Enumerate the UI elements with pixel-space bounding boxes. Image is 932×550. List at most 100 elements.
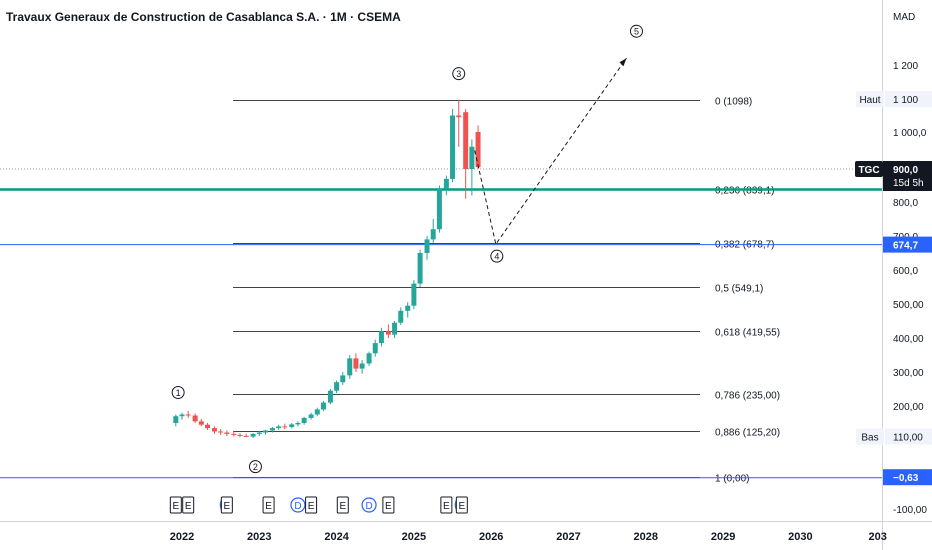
candle-body xyxy=(424,239,430,253)
time-axis-label: 2023 xyxy=(247,531,271,543)
earnings-box-icon xyxy=(455,496,468,514)
candle-body xyxy=(173,416,179,423)
candle-body xyxy=(231,433,237,435)
time-axis-label: 2024 xyxy=(324,531,349,543)
candle-body xyxy=(179,414,185,417)
candle-body xyxy=(314,409,320,415)
marker-letter: E xyxy=(265,501,272,512)
candle-body xyxy=(359,363,365,369)
symbol-tag: TGC xyxy=(858,165,879,176)
marker-letter: E xyxy=(308,501,315,512)
candle-body xyxy=(250,433,256,437)
candle xyxy=(392,321,398,338)
time-axis-label: 2027 xyxy=(556,531,580,543)
fib-level-label: 0 (1098) xyxy=(715,97,752,108)
candle-body xyxy=(269,428,275,431)
candlestick-series xyxy=(173,99,481,438)
candle xyxy=(289,423,295,429)
dividend-marker: D xyxy=(361,497,377,513)
wave-circle-icon xyxy=(171,386,185,399)
earnings-box-icon xyxy=(336,496,349,514)
price-tag: Bas 110,00 xyxy=(856,428,932,445)
candle-body xyxy=(185,414,191,416)
candle xyxy=(224,430,230,436)
candle xyxy=(295,421,301,427)
wave-label-2: 2 xyxy=(248,460,262,474)
candle xyxy=(269,427,275,433)
blue-price-tag-value: 674,7 xyxy=(893,241,918,252)
candle-body xyxy=(392,322,398,335)
wave-circle-icon xyxy=(452,67,466,81)
candle xyxy=(308,412,314,420)
wave-number: 2 xyxy=(253,462,258,472)
candle-body xyxy=(224,432,230,434)
time-axis-label: 2025 xyxy=(402,531,426,543)
candle xyxy=(211,426,217,434)
marker-letter: D xyxy=(365,501,372,512)
candle xyxy=(262,429,268,435)
chart-title: Travaux Generaux de Construction de Casa… xyxy=(6,10,401,24)
time-axis-label: 203 xyxy=(869,531,887,543)
candle-body xyxy=(205,424,211,429)
currency-label: MAD xyxy=(893,12,916,23)
fibonacci-retracement[interactable]: 0 (1098)0,236 (839,1)0,382 (678,7)0,5 (5… xyxy=(233,97,780,485)
arrowhead-icon xyxy=(619,58,627,67)
tag-value-bg xyxy=(885,428,932,445)
candle-body xyxy=(218,431,224,433)
candle xyxy=(314,407,320,417)
candle-body xyxy=(327,390,333,403)
candle-body xyxy=(405,305,411,311)
earnings-box-icon xyxy=(305,496,318,514)
candle-body xyxy=(308,414,314,418)
blue-price-tag-bg xyxy=(883,469,932,486)
candle xyxy=(243,433,249,438)
elliott-wave-drawing[interactable]: 1 2 3 4 5 xyxy=(171,24,643,474)
candle xyxy=(276,424,282,430)
fib-level-label: 0,786 (235,00) xyxy=(715,391,780,402)
candle-body xyxy=(262,430,268,433)
candle xyxy=(456,99,462,147)
candle-body xyxy=(430,229,436,240)
candle xyxy=(450,108,456,183)
candle xyxy=(436,185,442,233)
wave-number: 1 xyxy=(176,388,181,398)
price-tag: 674,7 xyxy=(883,236,932,253)
wave-label-5: 5 xyxy=(629,24,643,38)
candle xyxy=(417,249,423,287)
marker-letter: E xyxy=(339,501,346,512)
candle-body xyxy=(475,132,481,168)
candle xyxy=(282,423,288,430)
candle xyxy=(469,139,475,196)
dividend-marker: D xyxy=(290,497,306,513)
fib-level-label: 0,886 (125,20) xyxy=(715,428,780,439)
earnings-box-icon xyxy=(382,496,395,514)
price-axis-label: 200,00 xyxy=(893,402,924,413)
candle xyxy=(398,307,404,326)
marker-letter: D xyxy=(294,501,301,512)
candle xyxy=(320,400,326,412)
candle xyxy=(327,389,333,405)
candle-body xyxy=(436,188,442,230)
candle-body xyxy=(372,343,378,354)
time-axis-label: 2028 xyxy=(634,531,658,543)
last-price-value: 900,0 xyxy=(893,165,918,176)
candle xyxy=(231,431,237,437)
earnings-marker: E xyxy=(219,496,233,514)
earnings-marker: E xyxy=(382,496,395,514)
candle xyxy=(463,108,469,199)
candle-body xyxy=(340,375,346,383)
candle xyxy=(179,412,185,420)
wave-number: 4 xyxy=(494,252,499,262)
marker-letter: E xyxy=(443,501,450,512)
blue-price-tag-bg xyxy=(883,236,932,253)
dividend-circle-icon xyxy=(290,497,306,513)
price-tag: −0,63 xyxy=(883,469,932,486)
marker-letter: E xyxy=(458,501,465,512)
price-axis-label: 1 000,0 xyxy=(893,128,927,139)
time-axis-label: 2029 xyxy=(711,531,735,543)
candle xyxy=(192,413,198,423)
wave-number: 5 xyxy=(634,27,639,37)
